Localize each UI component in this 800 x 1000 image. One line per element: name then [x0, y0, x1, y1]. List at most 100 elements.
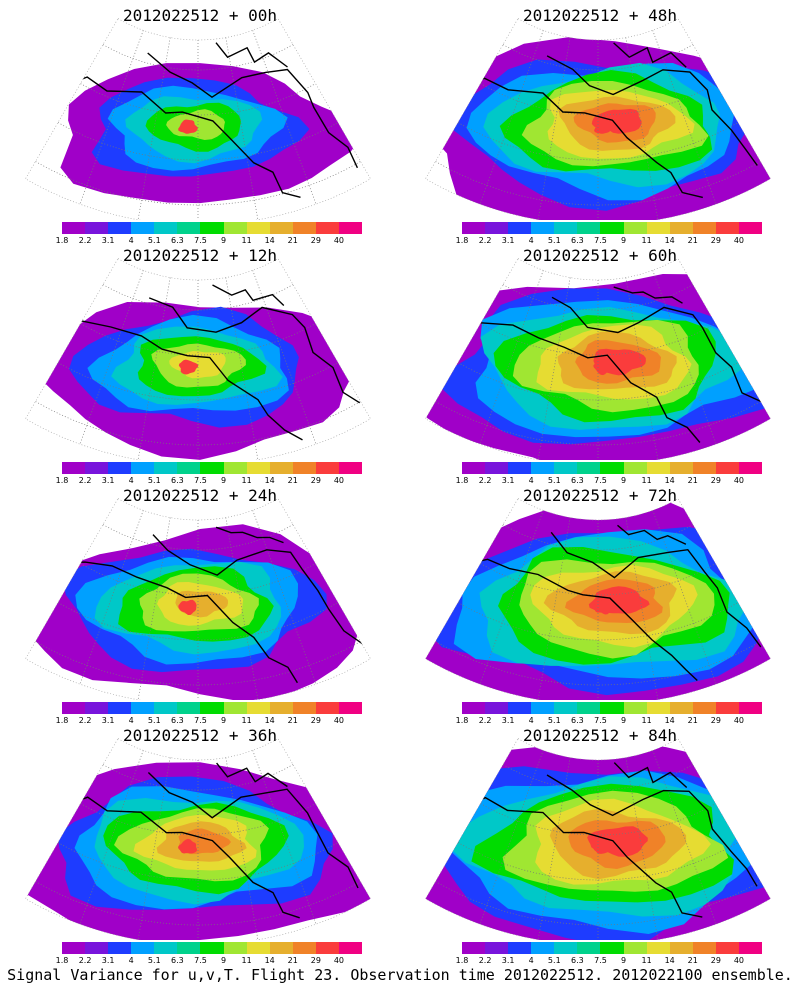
colorbar-tick-label: 2.2 — [78, 956, 92, 965]
colorbar-swatch — [338, 702, 363, 714]
colorbar-tick-label: 40 — [333, 956, 345, 965]
colorbar-swatch — [246, 462, 270, 474]
longitude-line — [479, 750, 544, 925]
longitude-line — [652, 750, 717, 925]
colorbar-tick-label: 40 — [733, 956, 745, 965]
colorbar-tick-label: 11 — [641, 716, 652, 725]
colorbar-swatch — [531, 702, 555, 714]
colorbar-swatch — [577, 702, 601, 714]
colorbar-swatch — [108, 942, 132, 954]
colorbar-swatch — [646, 702, 670, 714]
colorbar-tick-label: 29 — [710, 716, 721, 725]
panel-title: 2012022512 + 36h — [122, 726, 278, 745]
colorbar-swatch — [577, 462, 601, 474]
colorbar-tick-label: 11 — [641, 236, 652, 245]
longitude-line — [479, 30, 544, 205]
colorbar-swatch — [108, 462, 132, 474]
latitude-line — [502, 524, 694, 551]
colorbar-tick-label: 3.1 — [101, 476, 115, 485]
panel-title: 2012022512 + 72h — [522, 486, 678, 505]
colorbar-swatch — [292, 702, 316, 714]
colorbar-tick-label: 6.3 — [571, 236, 584, 245]
colorbar-tick-label: 3.1 — [501, 716, 515, 725]
map-boundary — [25, 18, 371, 220]
colorbar-tick-label: 40 — [333, 236, 345, 245]
variance-map — [25, 738, 371, 940]
map-boundary — [425, 258, 771, 460]
colorbar-swatch — [646, 462, 670, 474]
colorbar-tick-label: 4 — [128, 716, 134, 725]
colorbar-tick-label: 5.1 — [547, 236, 561, 245]
latitude-line — [457, 842, 739, 881]
colorbar-tick-label: 21 — [287, 716, 298, 725]
colorbar-swatch — [246, 702, 270, 714]
colorbar-tick-label: 40 — [333, 476, 345, 485]
colorbar-swatch — [292, 942, 316, 954]
longitude-line — [79, 30, 144, 205]
colorbar-swatch — [577, 222, 601, 234]
latitude-line — [57, 842, 339, 881]
colorbar-tick-label: 29 — [710, 236, 721, 245]
colorbar-swatch — [531, 222, 555, 234]
colorbar-swatch — [108, 222, 132, 234]
colorbar-tick-label: 2.2 — [78, 716, 92, 725]
longitude-line — [625, 37, 659, 220]
longitude-line — [537, 517, 571, 700]
colorbar-swatch — [485, 702, 509, 714]
variance-map — [425, 738, 771, 940]
colorbar-swatch — [200, 942, 224, 954]
colorbar-swatch — [338, 222, 363, 234]
colorbar-tick-label: 29 — [310, 236, 321, 245]
colorbar-tick-label: 4 — [128, 956, 134, 965]
panel-title: 2012022512 + 84h — [522, 726, 678, 745]
colorbar-swatch — [315, 942, 339, 954]
coastline — [456, 524, 762, 682]
colorbar-tick-label: 6.3 — [571, 476, 584, 485]
longitude-line — [225, 757, 259, 940]
latitude-line — [457, 362, 739, 401]
longitude-line — [137, 277, 171, 460]
coastline — [62, 284, 361, 441]
colorbar-tick-label: 40 — [733, 716, 745, 725]
colorbar-tick-label: 1.8 — [55, 236, 69, 245]
colorbar-swatch — [223, 702, 247, 714]
colorbar-swatch — [508, 222, 532, 234]
colorbar-swatch — [715, 462, 739, 474]
colorbar-swatch — [177, 942, 201, 954]
colorbar-tick-label: 14 — [664, 956, 675, 965]
longitude-line — [652, 270, 717, 445]
longitude-line — [625, 277, 659, 460]
colorbar-tick-label: 6.3 — [571, 716, 584, 725]
variance-contour-fill — [166, 109, 225, 140]
coastline — [462, 42, 758, 199]
coastline — [58, 762, 359, 919]
colorbar-tick-label: 11 — [241, 476, 252, 485]
latitude-line — [502, 284, 694, 311]
coastline — [461, 762, 758, 918]
colorbar-swatch — [738, 942, 763, 954]
colorbar-tick-label: 9 — [220, 476, 227, 485]
colorbar-tick-label: 29 — [710, 956, 721, 965]
colorbar-swatch — [577, 942, 601, 954]
colorbar-tick-label: 3.1 — [501, 476, 515, 485]
colorbar-swatch — [154, 222, 178, 234]
latitude-line — [480, 83, 716, 116]
longitude-line — [479, 510, 544, 685]
colorbar-labels: 1.8 2.2 3.1 4 5.1 6.3 7.5 9 11 14 21 29 40 — [56, 716, 362, 726]
variance-maximum — [594, 119, 614, 134]
colorbar-tick-label: 21 — [687, 956, 698, 965]
colorbar-tick-label: 29 — [710, 476, 721, 485]
colorbar-tick-label: 29 — [310, 476, 321, 485]
longitude-line — [225, 37, 259, 220]
colorbar-tick-label: 21 — [687, 476, 698, 485]
colorbar-tick-label: 14 — [664, 236, 675, 245]
colorbar-tick-label: 1.8 — [455, 236, 469, 245]
longitude-line — [652, 30, 717, 205]
colorbar-tick-label: 4 — [528, 476, 534, 485]
colorbar-tick-label: 5.1 — [547, 476, 561, 485]
variance-maximum — [178, 359, 199, 375]
colorbar-labels: 1.8 2.2 3.1 4 5.1 6.3 7.5 9 11 14 21 29 40 — [56, 956, 362, 966]
longitude-line — [537, 277, 571, 460]
coastline — [59, 42, 359, 198]
colorbar-labels: 1.8 2.2 3.1 4 5.1 6.3 7.5 9 11 14 21 29 40 — [456, 236, 762, 246]
